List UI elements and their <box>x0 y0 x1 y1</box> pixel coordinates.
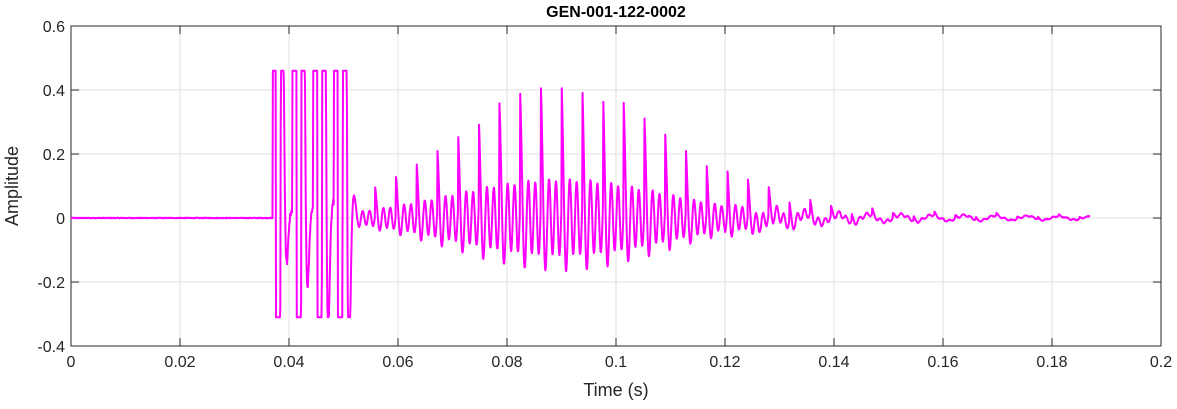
y-tick-label: -0.2 <box>37 275 65 292</box>
x-tick-label: 0.02 <box>164 354 195 371</box>
y-tick-label: 0.4 <box>43 83 65 100</box>
y-axis-label: Amplitude <box>2 146 22 226</box>
x-tick-label: 0.16 <box>927 354 958 371</box>
y-tick-label: 0.2 <box>43 147 65 164</box>
chart-title: GEN-001-122-0002 <box>546 4 686 21</box>
x-tick-label: 0.06 <box>382 354 413 371</box>
x-tick-label: 0.08 <box>491 354 522 371</box>
x-tick-label: 0.18 <box>1036 354 1067 371</box>
series-line <box>70 69 1091 319</box>
x-tick-label: 0.2 <box>1150 354 1172 371</box>
x-tick-label: 0.12 <box>709 354 740 371</box>
x-tick-label: 0.14 <box>818 354 849 371</box>
grid <box>70 25 1162 347</box>
x-tick-label: 0.04 <box>273 354 304 371</box>
x-tick-label: 0.1 <box>605 354 627 371</box>
x-axis-label: Time (s) <box>583 380 648 400</box>
y-tick-label: 0.6 <box>43 19 65 36</box>
x-tick-label: 0 <box>67 354 76 371</box>
y-tick-label: 0 <box>56 211 65 228</box>
y-tick-label: -0.4 <box>37 339 65 356</box>
ticks: 0 0.02 0.04 0.06 0.08 0.1 0.12 0.14 0.16 0.18 0.2 -… <box>37 19 1172 371</box>
